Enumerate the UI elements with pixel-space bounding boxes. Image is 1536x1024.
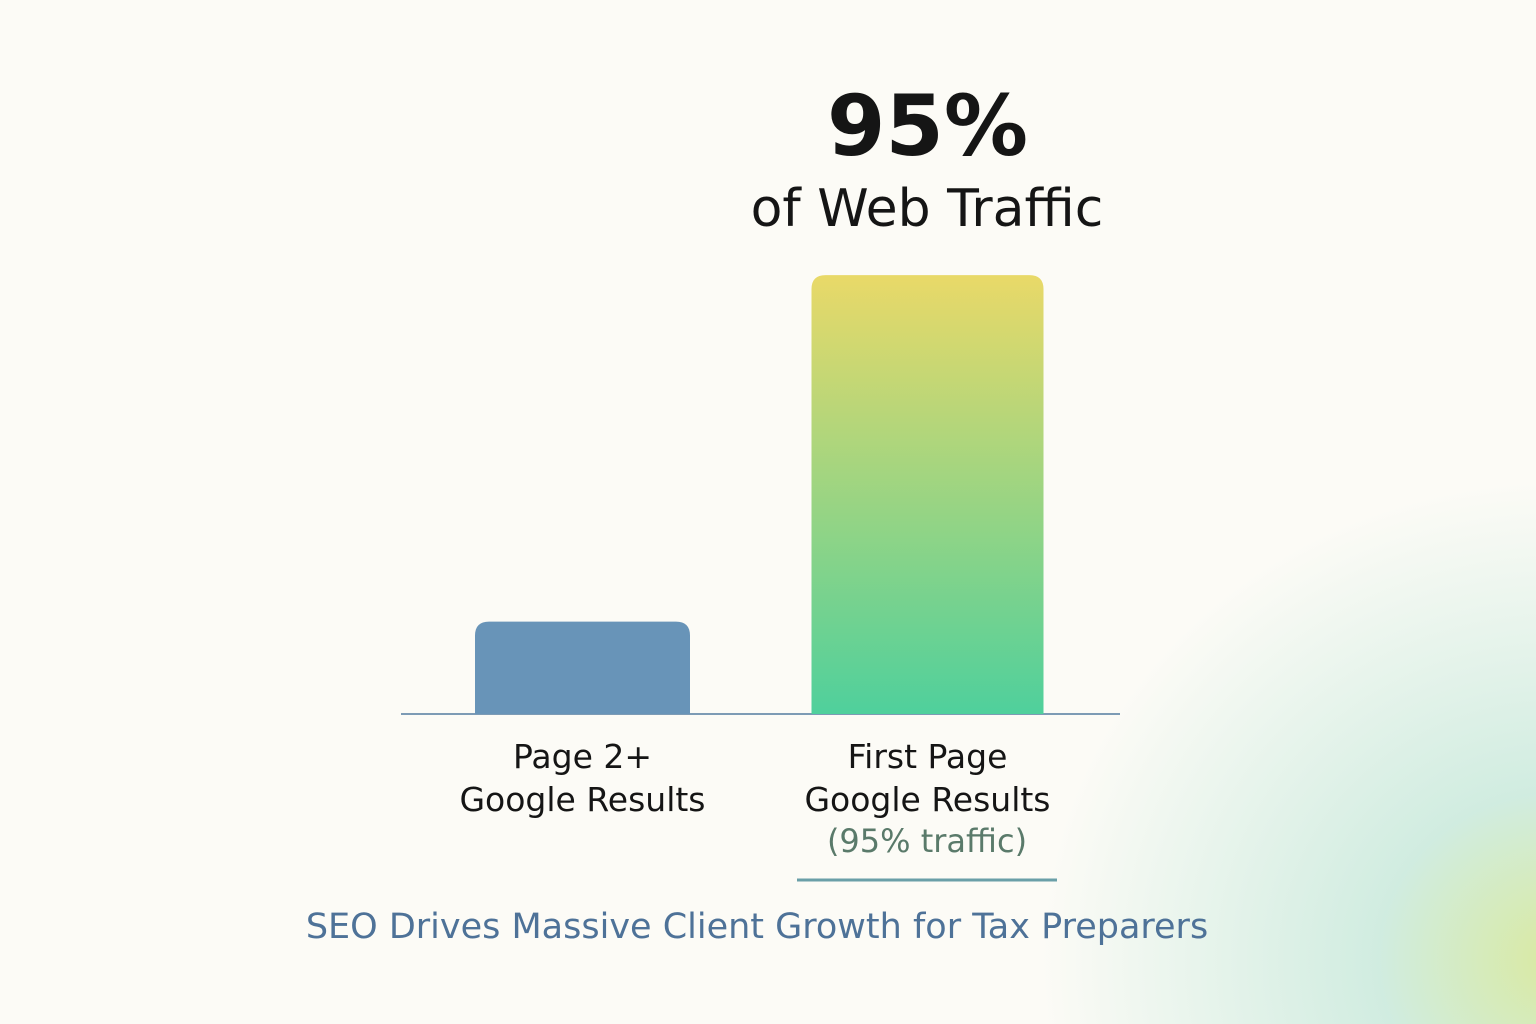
- annotation: of Web Traffic: [751, 179, 1104, 239]
- bar: [811, 275, 1044, 714]
- chart-title: SEO Drives Massive Client Growth for Tax…: [306, 907, 1208, 947]
- category-note: (95% traffic): [827, 822, 1027, 860]
- bar: [475, 621, 690, 714]
- x-tick-label: First Page Google Results: [804, 737, 1051, 819]
- value-label: 95%: [827, 77, 1028, 175]
- x-tick-label: Page 2+ Google Results: [459, 737, 706, 819]
